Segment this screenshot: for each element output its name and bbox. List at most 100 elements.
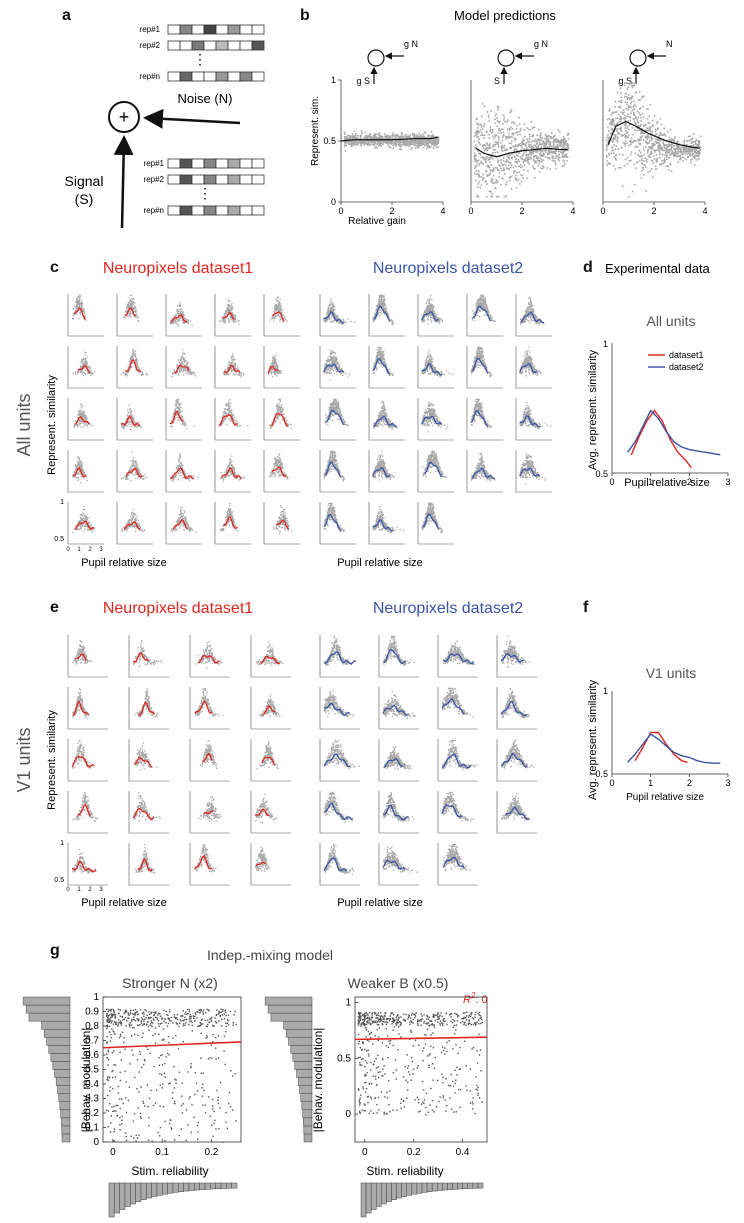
scatter-point — [494, 122, 496, 125]
scatter-point — [628, 160, 631, 162]
scatter-point — [398, 143, 401, 145]
scatter-point — [407, 136, 410, 139]
scatter-point — [392, 144, 395, 147]
scatter-point — [228, 304, 231, 306]
scatter-point — [487, 158, 490, 161]
scatter-point — [272, 360, 274, 362]
scatter-point — [348, 135, 351, 137]
scatter-point — [650, 168, 653, 170]
scatter-point — [672, 140, 675, 143]
scatter-point — [425, 147, 428, 150]
scatter-point — [531, 147, 534, 150]
scatter-point — [185, 318, 187, 320]
scatter-point — [663, 127, 666, 130]
scatter-point — [618, 167, 620, 169]
scatter-point — [238, 320, 240, 322]
scatter-point — [175, 414, 177, 416]
scatter-point — [237, 366, 239, 368]
scatter-point — [651, 145, 653, 148]
scatter-point — [134, 353, 137, 355]
subplot-left-label: g S — [618, 76, 632, 86]
scatter-point — [511, 136, 513, 138]
panel-c-ylabel: Represent. similarity — [46, 375, 58, 475]
scatter-point — [227, 369, 229, 371]
scatter-point — [412, 143, 415, 146]
scatter-point — [80, 303, 83, 305]
scatter-point — [351, 143, 354, 145]
scatter-point — [368, 134, 370, 137]
scatter-point — [276, 307, 278, 310]
scatter-point — [129, 420, 131, 423]
scatter-point — [407, 145, 410, 147]
scatter-point — [123, 316, 125, 319]
panel-c-xtick-3: 3 — [99, 547, 103, 553]
mean-curve-dataset1 — [270, 412, 289, 427]
scatter-point — [130, 305, 133, 308]
scatter-point — [685, 158, 688, 161]
scatter-point — [74, 420, 77, 422]
scatter-point — [435, 144, 438, 146]
scatter-point — [276, 308, 278, 311]
scatter-point — [530, 144, 532, 146]
scatter-point — [405, 136, 407, 138]
scatter-point — [660, 138, 662, 141]
scatter-point — [130, 358, 132, 361]
scatter-point — [135, 360, 138, 362]
scatter-point — [415, 134, 417, 137]
scatter-point — [286, 423, 289, 425]
scatter-point — [500, 159, 502, 161]
scatter-point — [135, 316, 138, 318]
scatter-point — [392, 141, 395, 143]
scatter-point — [508, 137, 510, 139]
scatter-point — [633, 100, 635, 103]
scatter-point — [651, 119, 654, 122]
scatter-point — [177, 312, 179, 315]
scatter-point — [514, 132, 517, 134]
scatter-point — [658, 142, 661, 144]
scatter-point — [480, 115, 483, 118]
scatter-point — [567, 144, 570, 147]
scatter-point — [485, 143, 488, 145]
scatter-point — [564, 141, 566, 143]
scatter-point — [129, 310, 131, 313]
scatter-point — [232, 320, 234, 322]
scatter-point — [176, 412, 178, 414]
scatter-point — [347, 140, 350, 143]
scatter-point — [124, 374, 126, 376]
scatter-point — [647, 141, 649, 144]
scatter-point — [665, 156, 668, 158]
scatter-point — [506, 155, 509, 158]
scatter-point — [415, 135, 418, 138]
scatter-point — [515, 144, 517, 146]
scatter-point — [224, 417, 227, 420]
scatter-point — [172, 422, 175, 424]
scatter-point — [698, 145, 700, 148]
scatter-point — [550, 151, 552, 154]
scatter-point — [126, 409, 129, 411]
scatter-point — [556, 141, 558, 144]
scatter-point — [89, 369, 91, 372]
scatter-point — [497, 120, 499, 123]
scatter-point — [609, 122, 611, 124]
scatter-point — [229, 300, 231, 302]
scatter-point — [220, 422, 223, 425]
scatter-point — [668, 169, 670, 171]
scatter-point — [80, 422, 82, 424]
scatter-point — [129, 428, 132, 431]
scatter-point — [623, 111, 625, 114]
scatter-point — [608, 136, 610, 138]
scatter-point — [391, 137, 393, 140]
scatter-point — [176, 365, 178, 367]
scatter-point — [631, 82, 634, 85]
scatter-point — [224, 373, 226, 375]
scatter-point — [494, 151, 497, 154]
scatter-point — [679, 158, 682, 161]
scatter-point — [491, 153, 494, 156]
mean-curve-dataset1 — [267, 365, 279, 374]
scatter-point — [543, 145, 545, 148]
scatter-point — [480, 126, 483, 128]
scatter-point — [536, 150, 539, 153]
scatter-point — [532, 152, 534, 155]
scatter-point — [506, 160, 508, 163]
scatter-point — [230, 410, 232, 413]
